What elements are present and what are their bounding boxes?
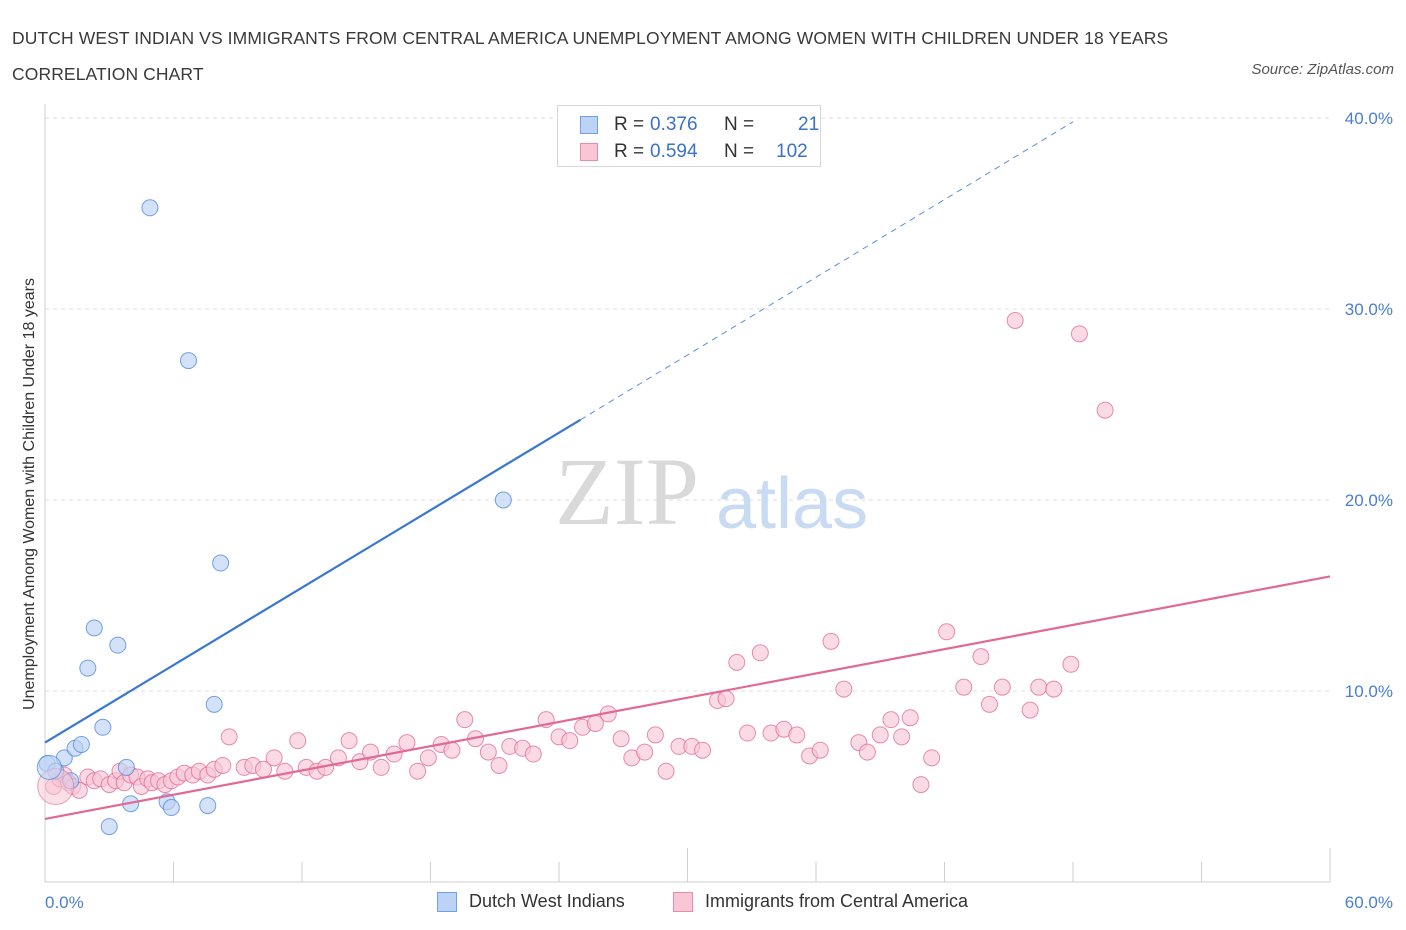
data-point xyxy=(612,730,630,748)
data-point xyxy=(276,762,294,780)
data-point xyxy=(524,745,542,763)
data-point xyxy=(1030,678,1048,696)
data-point xyxy=(289,732,307,750)
n-label: N = xyxy=(724,114,755,135)
data-point xyxy=(340,732,358,750)
source-label: Source: ZipAtlas.com xyxy=(1251,61,1394,78)
data-point xyxy=(100,818,118,836)
data-point xyxy=(1096,401,1114,419)
trend-line-extension xyxy=(580,121,1074,421)
grid-lines xyxy=(45,117,1330,692)
data-point xyxy=(199,797,217,815)
n-value: 102 xyxy=(776,141,808,162)
data-point xyxy=(871,726,889,744)
data-point xyxy=(751,644,769,662)
data-point xyxy=(265,749,283,767)
data-point xyxy=(788,726,806,744)
stats-legend: R = 0.376 N = 21 R = 0.594 N = 102 xyxy=(557,105,821,167)
watermark-zip: ZIP xyxy=(555,438,699,545)
data-point xyxy=(205,695,223,713)
r-value: 0.594 xyxy=(650,141,698,162)
data-point xyxy=(419,749,437,767)
data-point xyxy=(162,799,180,817)
n-label: N = xyxy=(724,141,755,162)
legend-label: Dutch West Indians xyxy=(469,891,625,911)
data-point xyxy=(479,743,497,761)
data-point xyxy=(811,741,829,759)
data-point xyxy=(490,756,508,774)
data-point xyxy=(972,648,990,666)
data-point xyxy=(923,749,941,767)
data-point xyxy=(955,678,973,696)
x-tick-label: 60.0% xyxy=(1345,893,1393,912)
blue-swatch xyxy=(580,116,598,134)
data-point xyxy=(141,199,159,217)
data-point xyxy=(646,726,664,744)
data-point xyxy=(79,659,97,677)
data-point xyxy=(1070,325,1088,343)
y-axis-label: Unemployment Among Women with Children U… xyxy=(21,278,38,710)
data-point xyxy=(738,724,756,742)
data-point xyxy=(494,491,512,509)
r-value: 0.376 xyxy=(650,114,698,135)
data-point xyxy=(901,709,919,727)
data-point xyxy=(980,695,998,713)
data-point xyxy=(893,728,911,746)
data-point xyxy=(1062,655,1080,673)
data-point xyxy=(1045,680,1063,698)
r-label: R = xyxy=(614,141,645,162)
data-points xyxy=(36,199,1114,836)
data-point xyxy=(372,758,390,776)
trend-lines xyxy=(44,121,1331,821)
data-point xyxy=(85,619,103,637)
data-point xyxy=(693,741,711,759)
data-point xyxy=(456,711,474,729)
data-point xyxy=(409,762,427,780)
axes: 10.0% 20.0% 30.0% 40.0% 0.0% 60.0% xyxy=(44,104,1393,912)
data-point xyxy=(72,735,90,753)
watermark-atlas: atlas xyxy=(716,464,868,544)
data-point xyxy=(220,728,238,746)
x-tick-label: 0.0% xyxy=(45,893,84,912)
data-point xyxy=(214,756,232,774)
y-tick-label: 30.0% xyxy=(1345,300,1393,319)
y-tick-label: 40.0% xyxy=(1345,109,1393,128)
data-point xyxy=(94,718,112,736)
data-point xyxy=(993,678,1011,696)
data-point xyxy=(561,732,579,750)
data-point xyxy=(117,758,135,776)
data-point xyxy=(728,653,746,671)
data-point xyxy=(212,554,230,572)
data-point xyxy=(36,754,62,780)
data-point xyxy=(636,743,654,761)
data-point xyxy=(882,711,900,729)
data-point xyxy=(398,734,416,752)
data-point xyxy=(179,352,197,370)
y-tick-label: 20.0% xyxy=(1345,491,1393,510)
chart-title: DUTCH WEST INDIAN VS IMMIGRANTS FROM CEN… xyxy=(12,28,1169,84)
trend-line-central-america xyxy=(44,575,1331,821)
legend-label: Immigrants from Central America xyxy=(705,891,969,911)
data-point xyxy=(657,762,675,780)
data-point xyxy=(1021,701,1039,719)
data-point xyxy=(858,743,876,761)
trend-line-dutch-west-indians xyxy=(44,418,581,744)
blue-swatch xyxy=(437,892,457,912)
data-point xyxy=(109,636,127,654)
data-point xyxy=(822,632,840,650)
y-tick-label: 10.0% xyxy=(1345,682,1393,701)
n-value: 21 xyxy=(798,114,820,135)
pink-swatch xyxy=(580,143,598,161)
pink-swatch xyxy=(673,892,693,912)
data-point xyxy=(443,741,461,759)
watermark: ZIP atlas xyxy=(555,438,868,545)
data-point xyxy=(1006,311,1024,329)
data-point xyxy=(938,623,956,641)
r-label: R = xyxy=(614,114,645,135)
data-point xyxy=(835,680,853,698)
data-point xyxy=(912,776,930,794)
data-point xyxy=(717,690,735,708)
